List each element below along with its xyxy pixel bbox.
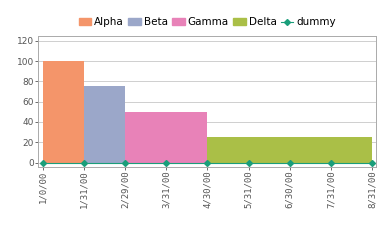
- Bar: [125, 112, 207, 163]
- Bar: [84, 86, 125, 163]
- Legend: Alpha, Beta, Gamma, Delta, dummy: Alpha, Beta, Gamma, Delta, dummy: [79, 17, 336, 27]
- Bar: [207, 137, 372, 163]
- Bar: [43, 61, 84, 163]
